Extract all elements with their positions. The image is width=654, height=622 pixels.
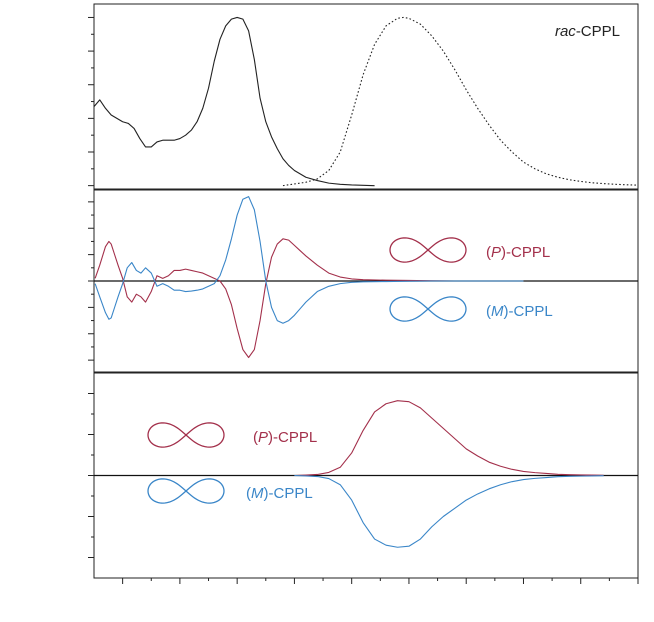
series-line-p <box>294 400 604 477</box>
panel-c: (P)-CPPL (M)-CPPL <box>88 372 639 584</box>
series-line-m <box>94 196 524 324</box>
infinity-loop-icon <box>389 296 467 322</box>
series-line-p <box>94 238 524 359</box>
infinity-loop-icon <box>147 422 225 448</box>
panel-b: (P)-CPPL (M)-CPPL <box>88 189 639 373</box>
series-label-p: (P)-CPPL <box>486 244 550 261</box>
infinity-loop-icon <box>147 478 225 504</box>
infinity-loop-icon <box>389 237 467 263</box>
plot-frame <box>93 3 639 190</box>
series-line-solid <box>93 16 375 187</box>
series-label-m: (M)-CPPL <box>486 303 553 320</box>
sample-annotation: rac-CPPL <box>555 23 620 40</box>
panel-a: rac-CPPL <box>88 3 639 190</box>
series-label-p: (P)-CPPL <box>253 429 317 446</box>
series-line-dotted <box>282 16 639 187</box>
series-label-m: (M)-CPPL <box>246 485 313 502</box>
series-line-m <box>294 474 604 548</box>
